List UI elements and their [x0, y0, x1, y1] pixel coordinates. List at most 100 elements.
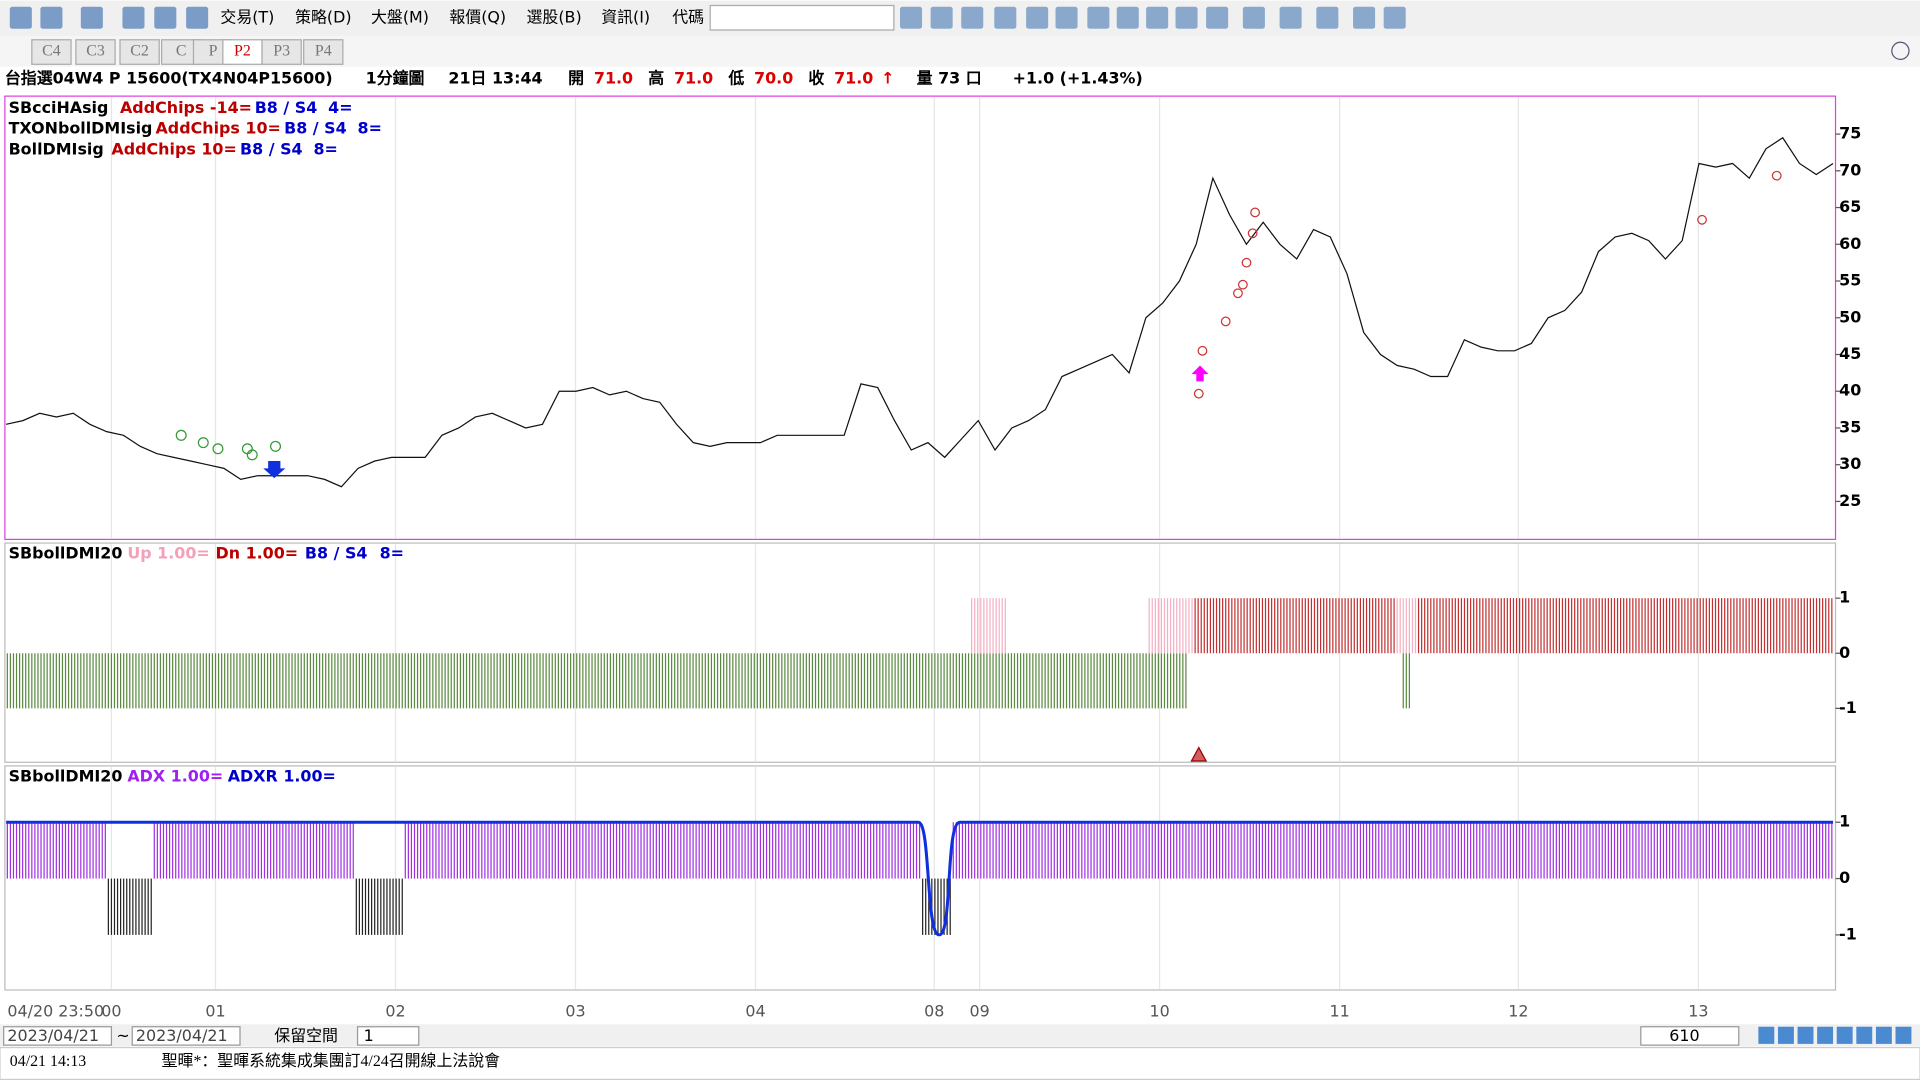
y-tick-label: 1: [1839, 588, 1850, 607]
buy-signal: [197, 437, 209, 449]
tab-label[interactable]: C: [176, 43, 187, 60]
toolbar-bg: [0, 0, 1920, 37]
indicator-legend: SBcciHAsig: [9, 98, 109, 117]
y-tick-label: -1: [1839, 698, 1857, 717]
toolbar-icon[interactable]: [1087, 6, 1110, 29]
x-tick-label: 00: [101, 1002, 121, 1021]
toolbar-icon[interactable]: [1242, 6, 1265, 29]
tab-label[interactable]: P4: [315, 43, 332, 60]
control-icon[interactable]: [1875, 1026, 1892, 1044]
header-arrow: ↑: [881, 68, 894, 87]
header-close: 71.0: [834, 68, 873, 87]
x-tick-label: 11: [1329, 1002, 1349, 1021]
toolbar-icon[interactable]: [961, 6, 984, 29]
menu-item[interactable]: 代碼: [672, 7, 704, 26]
date-input[interactable]: [3, 1026, 113, 1046]
toolbar-icon[interactable]: [122, 6, 145, 29]
buy-signal: [212, 443, 224, 455]
indicator-legend: AddChips -14=: [120, 98, 252, 117]
toolbar-icon[interactable]: [186, 6, 209, 29]
count-value[interactable]: 610: [1669, 1026, 1699, 1045]
triangle-marker: [1190, 746, 1208, 762]
control-icon[interactable]: [1758, 1026, 1775, 1044]
indicator-legend: BollDMIsig: [9, 140, 104, 159]
tab-label[interactable]: C2: [130, 43, 149, 60]
toolbar-icon[interactable]: [1206, 6, 1229, 29]
reserve-input[interactable]: [356, 1026, 420, 1046]
tab[interactable]: [303, 39, 344, 65]
tab[interactable]: [261, 39, 302, 65]
toolbar-icon[interactable]: [930, 6, 953, 29]
news-text[interactable]: 聖暉*：聖暉系統集成集團訂4/24召開線上法說會: [162, 1052, 501, 1070]
control-icon[interactable]: [1856, 1026, 1873, 1044]
toolbar-icon[interactable]: [1055, 6, 1078, 29]
indicator-legend: B8 / S4: [255, 98, 318, 117]
tab[interactable]: [31, 39, 72, 65]
toolbar-icon[interactable]: [40, 6, 63, 29]
menu-item[interactable]: 資訊(I): [601, 7, 650, 26]
control-icon[interactable]: [1797, 1026, 1814, 1044]
reserve-value[interactable]: 1: [364, 1026, 374, 1045]
control-icon[interactable]: [1777, 1026, 1794, 1044]
count-box[interactable]: [1640, 1026, 1740, 1046]
tab-label[interactable]: P: [209, 43, 218, 60]
y-tick-label: 0: [1839, 868, 1850, 887]
toolbar-icon[interactable]: [1116, 6, 1139, 29]
toolbar-icon[interactable]: [1026, 6, 1049, 29]
symbol-input[interactable]: [709, 4, 895, 31]
sell-signal: [1697, 214, 1707, 225]
tab-label[interactable]: P3: [273, 43, 290, 60]
indicator-legend: ADXR 1.00=: [228, 766, 336, 785]
header-volume: 量 73 口: [917, 68, 982, 87]
sell-signal: [1771, 170, 1782, 181]
y-tick-label: 70: [1839, 160, 1861, 179]
y-tick-label: 25: [1839, 491, 1861, 510]
toolbar-icon[interactable]: [994, 6, 1017, 29]
reserve-label: 保留空間: [274, 1026, 338, 1045]
toolbar-icon[interactable]: [1175, 6, 1198, 29]
toolbar-icon[interactable]: [9, 6, 32, 29]
x-tick-label: 08: [924, 1002, 944, 1021]
news-time: 04/21 14:13: [10, 1053, 86, 1070]
toolbar-icon[interactable]: [1279, 6, 1302, 29]
date-to[interactable]: 2023/04/21: [136, 1026, 228, 1045]
toolbar-icon[interactable]: [80, 6, 103, 29]
y-tick-label: 45: [1839, 344, 1861, 363]
toolbar-icon[interactable]: [154, 6, 177, 29]
tab-label[interactable]: P2: [234, 43, 251, 60]
tab[interactable]: [119, 39, 160, 65]
control-icon[interactable]: [1817, 1026, 1834, 1044]
indicator-legend: B8 / S4: [305, 544, 368, 563]
y-tick-label: 1: [1839, 812, 1850, 831]
toolbar-icon[interactable]: [1383, 6, 1406, 29]
menu-item[interactable]: 報價(Q): [449, 7, 506, 26]
date-from[interactable]: 2023/04/21: [7, 1026, 99, 1045]
toolbar-icon[interactable]: [900, 6, 923, 29]
x-tick-label: 12: [1508, 1002, 1528, 1021]
toolbar-icon[interactable]: [1353, 6, 1376, 29]
tab-label[interactable]: C4: [42, 43, 61, 60]
boll-panel: [4, 542, 1837, 763]
sell-signal: [1193, 388, 1204, 399]
tab-label[interactable]: C3: [86, 43, 105, 60]
tab[interactable]: [75, 39, 116, 65]
indicator-legend: AddChips 10=: [156, 119, 281, 138]
control-icon[interactable]: [1895, 1026, 1912, 1044]
control-icon[interactable]: [1836, 1026, 1853, 1044]
indicator-legend: 8=: [380, 544, 404, 563]
menu-item[interactable]: 大盤(M): [371, 7, 429, 26]
date-input[interactable]: [131, 1026, 241, 1046]
sell-signal: [1220, 316, 1231, 327]
header-symbol: 台指選04W4 P 15600(TX4N04P15600): [5, 68, 333, 87]
toolbar-icon[interactable]: [1146, 6, 1169, 29]
y-tick-label: 55: [1839, 271, 1861, 290]
menu-item[interactable]: 選股(B): [527, 7, 582, 26]
menu-item[interactable]: 交易(T): [220, 7, 274, 26]
search-icon[interactable]: [1891, 41, 1910, 61]
price-panel: [4, 95, 1837, 540]
control-bar: [0, 1024, 1920, 1047]
toolbar-icon[interactable]: [1316, 6, 1339, 29]
buy-signal: [175, 429, 187, 441]
indicator-legend: Up 1.00=: [127, 544, 209, 563]
menu-item[interactable]: 策略(D): [295, 7, 351, 26]
